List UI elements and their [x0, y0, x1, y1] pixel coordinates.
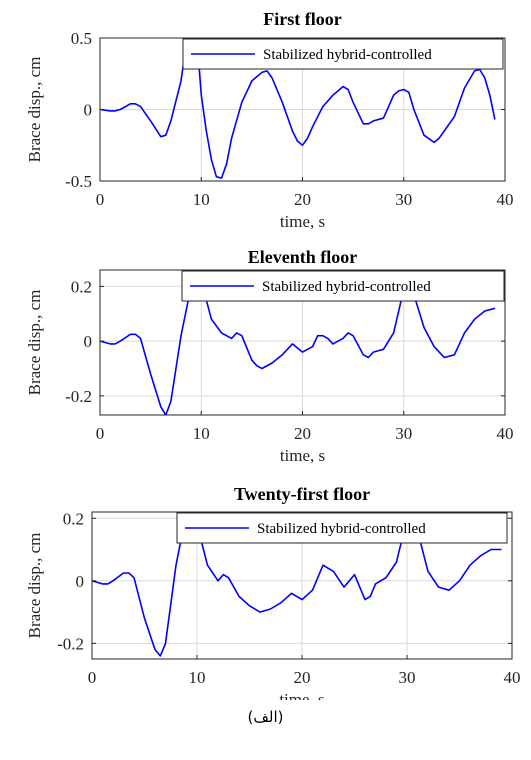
x-tick-label: 40 [497, 424, 514, 443]
x-axis-label: time, s [280, 446, 325, 465]
x-tick-label: 0 [96, 424, 105, 443]
y-axis-label: Brace disp., cm [25, 533, 44, 639]
y-tick-label: -0.5 [65, 172, 92, 191]
y-tick-label: 0 [84, 101, 93, 120]
y-axis-label: Brace disp., cm [25, 57, 44, 163]
y-axis-label: Brace disp., cm [25, 290, 44, 396]
x-tick-label: 0 [96, 190, 105, 209]
legend-label: Stabilized hybrid-controlled [262, 279, 431, 295]
y-tick-label: 0 [76, 572, 85, 591]
chart-title: First floor [263, 9, 341, 29]
y-tick-label: -0.2 [57, 634, 84, 653]
chart-title: Eleventh floor [248, 247, 358, 267]
x-tick-label: 40 [497, 190, 514, 209]
x-tick-label: 40 [504, 668, 521, 687]
x-axis-label: time, s [279, 690, 324, 700]
x-tick-label: 0 [88, 668, 97, 687]
data-line-series-1 [100, 270, 496, 415]
x-tick-label: 30 [399, 668, 416, 687]
x-tick-label: 10 [189, 668, 206, 687]
legend-label: Stabilized hybrid-controlled [263, 47, 432, 63]
figure-caption: (الف) [247, 708, 284, 726]
y-tick-label: 0.2 [63, 509, 84, 528]
x-tick-label: 10 [193, 190, 210, 209]
data-line-series-1 [100, 38, 496, 179]
x-tick-label: 20 [294, 190, 311, 209]
x-tick-label: 30 [395, 424, 412, 443]
y-tick-label: 0.5 [71, 29, 92, 48]
x-tick-label: 30 [395, 190, 412, 209]
x-tick-label: 20 [294, 424, 311, 443]
y-tick-label: 0.2 [71, 277, 92, 296]
chart-title: Twenty-first floor [234, 484, 370, 504]
y-tick-label: 0 [84, 332, 93, 351]
y-tick-label: -0.2 [65, 387, 92, 406]
x-tick-label: 10 [193, 424, 210, 443]
x-axis-label: time, s [280, 212, 325, 231]
legend-label: Stabilized hybrid-controlled [257, 521, 426, 537]
x-tick-label: 20 [294, 668, 311, 687]
